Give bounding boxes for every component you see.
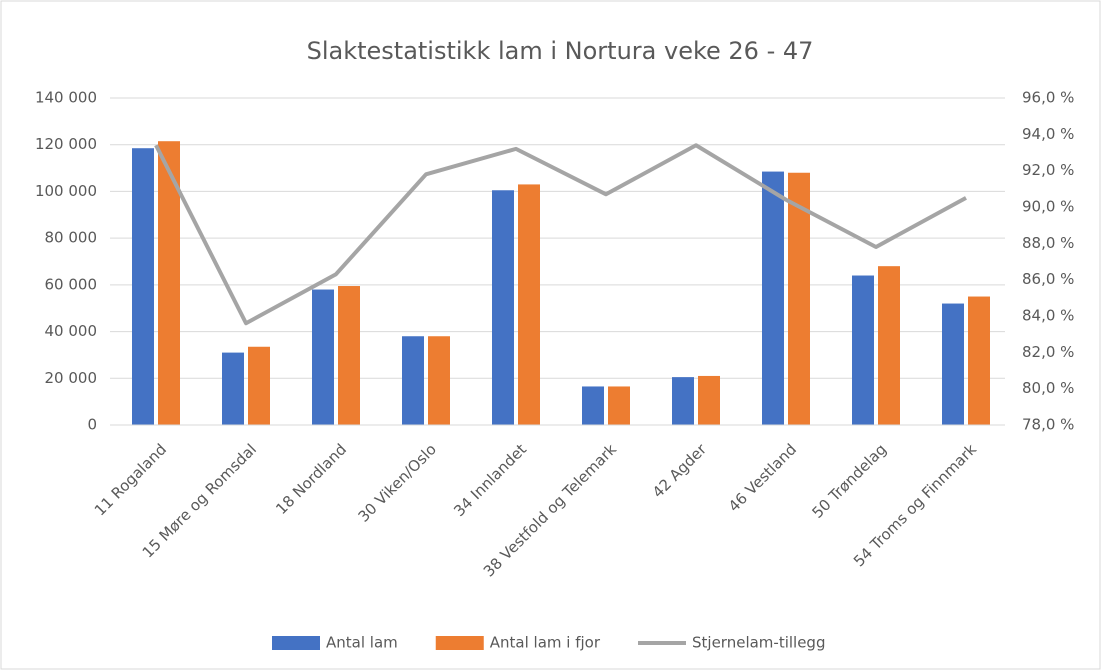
bar bbox=[248, 346, 270, 425]
bar bbox=[492, 190, 514, 425]
legend-label: Antal lam i fjor bbox=[490, 634, 601, 652]
bar bbox=[762, 171, 784, 425]
bar bbox=[312, 289, 334, 425]
bar bbox=[582, 386, 604, 425]
bar bbox=[132, 148, 154, 426]
legend-swatch bbox=[435, 636, 484, 650]
legend-label: Antal lam bbox=[326, 634, 398, 652]
bar bbox=[222, 352, 244, 425]
y2-tick-label: 82,0 % bbox=[1022, 343, 1074, 361]
y-tick-label: 0 bbox=[87, 416, 97, 434]
bar bbox=[158, 141, 180, 426]
y2-tick-label: 96,0 % bbox=[1022, 89, 1074, 107]
y2-tick-label: 88,0 % bbox=[1022, 234, 1074, 252]
bar bbox=[698, 375, 720, 425]
bar bbox=[788, 172, 810, 425]
legend-label: Stjernelam-tillegg bbox=[692, 634, 825, 652]
y2-tick-label: 94,0 % bbox=[1022, 125, 1074, 143]
y-tick-label: 100 000 bbox=[35, 182, 97, 200]
bar bbox=[672, 377, 694, 425]
y2-tick-label: 90,0 % bbox=[1022, 198, 1074, 216]
bar bbox=[402, 336, 424, 425]
bar bbox=[608, 386, 630, 425]
y2-tick-label: 80,0 % bbox=[1022, 379, 1074, 397]
bar bbox=[968, 296, 990, 425]
y-tick-label: 40 000 bbox=[45, 322, 98, 340]
bar bbox=[942, 303, 964, 425]
y-tick-label: 120 000 bbox=[35, 135, 97, 153]
y2-tick-label: 86,0 % bbox=[1022, 270, 1074, 288]
y2-tick-label: 78,0 % bbox=[1022, 416, 1074, 434]
bar bbox=[428, 336, 450, 425]
y-tick-label: 60 000 bbox=[45, 275, 98, 293]
y2-tick-label: 84,0 % bbox=[1022, 307, 1074, 325]
y-tick-label: 140 000 bbox=[35, 89, 97, 107]
line-series bbox=[154, 143, 967, 326]
bar bbox=[878, 266, 900, 425]
chart-title: Slaktestatistikk lam i Nortura veke 26 -… bbox=[307, 37, 814, 65]
y2-tick-label: 92,0 % bbox=[1022, 161, 1074, 179]
y-tick-label: 20 000 bbox=[45, 369, 98, 387]
bar bbox=[852, 275, 874, 425]
bar bbox=[518, 184, 540, 425]
legend-swatch bbox=[272, 636, 320, 650]
y-tick-label: 80 000 bbox=[45, 229, 98, 247]
bar bbox=[338, 286, 360, 425]
